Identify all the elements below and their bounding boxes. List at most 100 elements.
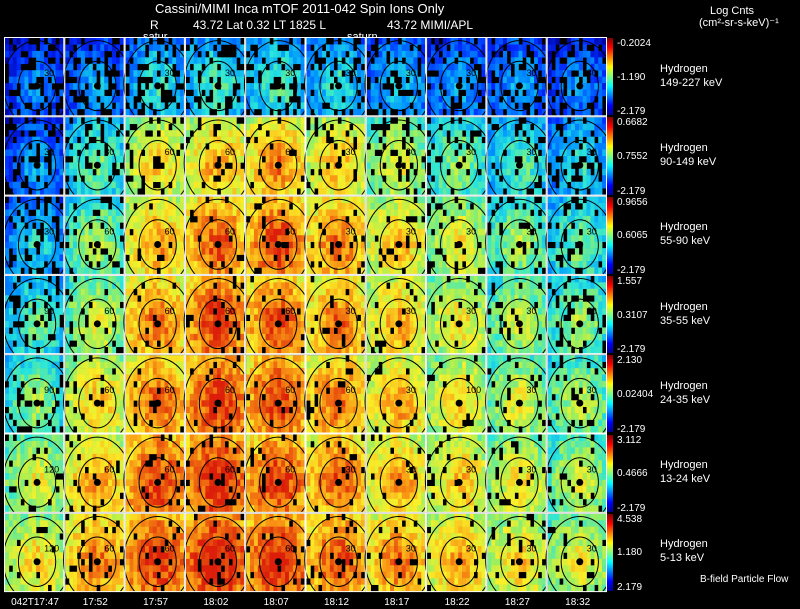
contour-label: 60	[104, 544, 114, 554]
contour-label: 60	[104, 306, 114, 316]
contour-label: 30	[165, 68, 175, 78]
heatmap-panel: 60	[183, 116, 253, 208]
heatmap-panel: 30	[123, 37, 192, 128]
contour-label: 90	[44, 306, 54, 316]
time-tick-label: 18:02	[203, 597, 229, 608]
heatmap-panel: 30	[485, 37, 554, 128]
position-info: 43.72 Lat 0.32 LT 1825 L	[193, 18, 327, 32]
contour-label: 30	[44, 68, 54, 78]
species-label: Hydrogen	[660, 141, 708, 154]
contour-label: 30	[587, 306, 597, 316]
heatmap-panel: 30	[545, 116, 615, 208]
heatmap-panel: 100	[424, 354, 494, 445]
color-bar-tick: -2.179	[617, 344, 646, 356]
time-tick-label: 18:12	[323, 597, 350, 608]
heatmap-panel: 30	[2, 116, 72, 208]
heatmap-panel: 30	[63, 116, 132, 208]
color-bar-tick: 1.180	[617, 547, 643, 559]
species-label: Hydrogen	[660, 379, 708, 392]
color-bar	[607, 434, 613, 512]
heatmap-panel: 30	[364, 195, 434, 287]
energy-label: 90-149 keV	[660, 155, 717, 168]
heatmap-panel: 60	[183, 433, 253, 525]
heatmap-panel: 60	[183, 512, 253, 604]
time-tick-label: 17:52	[82, 597, 108, 608]
contour-label: 30	[526, 68, 536, 78]
color-bar-tick: -2.179	[617, 423, 646, 435]
contour-label: 30	[406, 68, 416, 78]
contour-label: 30	[526, 544, 536, 554]
contour-label: 120	[44, 464, 59, 474]
color-bar-tick: 0.3107	[617, 309, 648, 321]
heatmap-panel: 60	[243, 512, 313, 604]
time-tick-label: 18:27	[504, 597, 530, 608]
contour-label: 60	[104, 385, 114, 395]
heatmap-panel: 60	[123, 195, 192, 287]
heatmap-panel: 30	[364, 354, 434, 445]
heatmap-panel: 30	[304, 37, 373, 128]
contour-label: 60	[285, 464, 295, 474]
heatmap-panel: 30	[304, 433, 373, 525]
contour-label: 60	[165, 385, 175, 395]
color-bar	[607, 117, 613, 195]
heatmap-panel: 30	[424, 37, 494, 128]
color-bar-tick: -2.179	[617, 502, 646, 514]
heatmap-panel: 60	[123, 433, 192, 525]
time-tick-label: 18:32	[565, 597, 591, 608]
heatmap-panel: 60	[183, 274, 253, 366]
heatmap-panel: 30	[424, 433, 494, 525]
heatmap-panel: 60	[183, 195, 253, 287]
contour-label: 60	[104, 464, 114, 474]
heatmap-panel: 30	[485, 354, 554, 445]
contour-label: 30	[225, 68, 235, 78]
color-bar-tick: -1.190	[617, 71, 646, 83]
energy-label: 5-13 keV	[660, 552, 705, 565]
heatmap-panel: 120	[2, 512, 72, 604]
contour-label: 60	[285, 227, 295, 237]
heatmap-panel: 30	[424, 274, 494, 366]
contour-label: 60	[225, 385, 235, 395]
species-label: Hydrogen	[660, 538, 708, 551]
color-bar-tick: 0.4666	[617, 468, 648, 480]
contour-label: 30	[406, 306, 416, 316]
l-value: 43.72 MIMI/APL	[387, 18, 474, 32]
contour-label: 60	[225, 544, 235, 554]
contour-label: 100	[466, 385, 481, 395]
heatmap-panel: 60	[123, 274, 192, 366]
energy-label: 24-35 keV	[660, 393, 711, 406]
heatmap-panel: 60	[123, 116, 192, 208]
heatmap-panel: 60	[63, 195, 132, 287]
color-bar	[607, 275, 613, 354]
contour-label: 30	[346, 306, 356, 316]
color-bar	[607, 355, 613, 433]
color-bar-tick: 0.9656	[617, 196, 648, 208]
heatmap-panel: 30	[424, 512, 494, 604]
color-bar-tick: -2.179	[617, 264, 646, 276]
contour-label: 60	[285, 147, 295, 157]
heatmap-panel: 60	[243, 274, 313, 366]
contour-label: 30	[526, 385, 536, 395]
color-bar-tick: 2.179	[617, 582, 643, 594]
heatmap-panel: 60	[63, 274, 132, 366]
color-bar	[607, 38, 613, 116]
contour-label: 60	[165, 544, 175, 554]
color-bar-tick: 1.557	[617, 275, 643, 287]
contour-label: 30	[466, 544, 476, 554]
heatmap-panel: 30	[545, 354, 615, 445]
heatmap-panel: 60	[63, 433, 132, 525]
heatmap-panel: 30	[545, 433, 615, 525]
heatmap-panel: 30	[485, 512, 554, 604]
contour-label: 60	[225, 464, 235, 474]
heatmap-panel: 60	[63, 354, 132, 445]
contour-label: 30	[466, 464, 476, 474]
time-tick-label: 18:22	[444, 597, 470, 608]
flow-label: B-field Particle Flow	[700, 574, 789, 585]
species-label: Hydrogen	[660, 300, 708, 313]
chart-title: Cassini/MIMI Inca mTOF 2011-042 Spin Ion…	[155, 1, 445, 16]
units: (cm²-sr-s-keV)⁻¹	[699, 17, 779, 29]
color-bar-tick: -2.179	[617, 106, 646, 118]
contour-label: 60	[165, 227, 175, 237]
contour-label: 30	[346, 68, 356, 78]
heatmap-panel: 30	[304, 274, 373, 366]
